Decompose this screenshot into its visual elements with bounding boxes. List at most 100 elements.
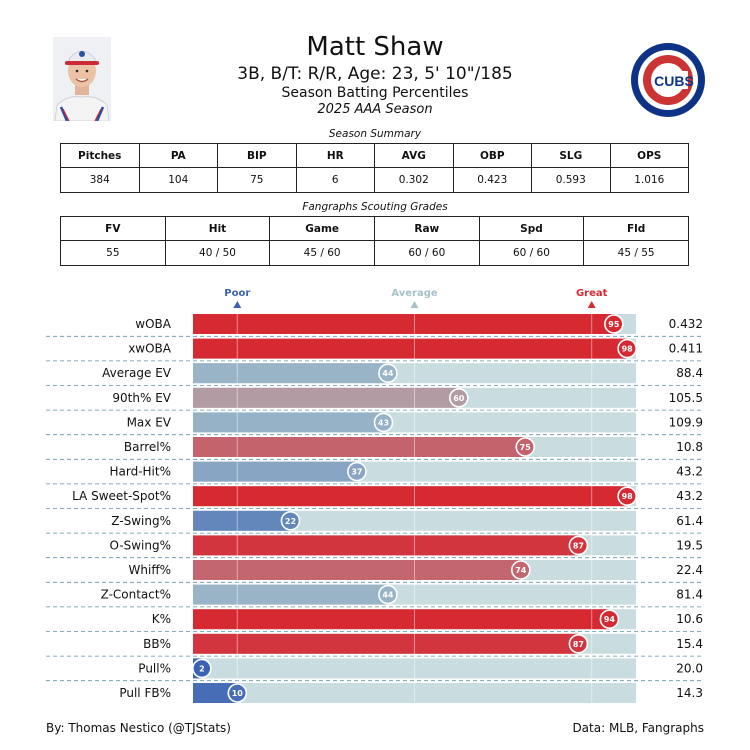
percentile-dot-barrel- (515, 437, 536, 457)
percentile-dot-whiff- (511, 560, 531, 580)
stat-value-k-: 10.6 (676, 612, 703, 626)
scouting-grades-table: FV Hit Game Raw Spd Fld 55 40 / 50 45 / 60 60 / … (60, 216, 689, 266)
stat-value-o-swing-: 19.5 (676, 538, 703, 552)
stat-value-xwoba: 0.411 (669, 342, 703, 356)
team-logo: CUBS (631, 43, 705, 117)
player-headshot (53, 37, 111, 121)
percentile-dot-bb- (568, 633, 589, 654)
credit-label: By: Thomas Nestico (@TJStats) (46, 721, 231, 735)
summary-value-0: 384 (60, 167, 140, 193)
summary-header-6: SLG (531, 143, 611, 168)
percentile-dot-max-ev (373, 412, 394, 433)
percentile-dot-k- (599, 609, 620, 630)
bar-whiff- (193, 560, 521, 580)
summary-value-2: 75 (217, 167, 297, 193)
chart-title: Season Batting Percentiles (281, 85, 469, 101)
label-pull-fb-: Pull FB% (119, 686, 171, 700)
stat-value-barrel-: 10.8 (676, 440, 703, 454)
stat-value-average-ev: 88.4 (676, 366, 703, 380)
bar-la-sweet-spot- (193, 486, 628, 507)
summary-header-3: HR (295, 143, 375, 168)
percentile-dot-average-ev (378, 363, 398, 384)
scout-value-4: 60 / 60 (478, 240, 585, 266)
marker-label-poor: Poor (224, 288, 250, 299)
label-xwoba: xwOBA (128, 342, 172, 356)
scout-header-3: Raw (373, 216, 480, 241)
summary-value-3: 6 (295, 167, 375, 193)
scout-header-4: Spd (478, 216, 585, 241)
bar-bb- (193, 633, 579, 654)
summary-value-1: 104 (138, 167, 218, 193)
summary-value-4: 0.302 (374, 167, 454, 193)
label-pull-: Pull% (138, 661, 171, 675)
track-pull-fb- (193, 683, 636, 703)
label-max-ev: Max EV (127, 415, 172, 429)
label-bb-: BB% (143, 637, 171, 651)
stat-value-max-ev: 109.9 (669, 415, 703, 429)
label-la-sweet-spot-: LA Sweet-Spot% (72, 489, 171, 503)
player-name: Matt Shaw (306, 32, 444, 62)
percentile-dot-90th-ev (448, 387, 469, 408)
stat-value-z-contact-: 81.4 (676, 588, 703, 602)
percentile-label-xwoba: 98 (622, 345, 634, 354)
stat-value-hard-hit-: 43.2 (676, 465, 703, 479)
bar-k- (193, 609, 610, 630)
percentile-dot-la-sweet-spot- (617, 486, 637, 507)
percentile-dot-o-swing- (568, 535, 589, 556)
marker-label-average: Average (391, 288, 438, 299)
summary-header-5: OBP (452, 143, 532, 168)
label-k-: K% (152, 612, 171, 626)
label-woba: wOBA (135, 317, 171, 331)
stat-value-z-swing-: 61.4 (676, 514, 703, 528)
percentile-label-bb-: 87 (573, 640, 584, 649)
percentile-dot-pull-fb- (227, 683, 248, 703)
marker-arrow-poor (233, 301, 242, 308)
stat-value-bb-: 15.4 (676, 637, 703, 651)
label-z-contact-: Z-Contact% (101, 588, 171, 602)
season-summary-caption: Season Summary (328, 128, 422, 140)
label-z-swing-: Z-Swing% (111, 514, 171, 528)
summary-header-1: PA (138, 143, 218, 168)
summary-header-4: AVG (374, 143, 454, 168)
percentile-dot-z-swing- (280, 510, 301, 531)
percentile-label-max-ev: 43 (378, 418, 389, 427)
stat-value-pull-: 20.0 (676, 661, 703, 675)
bar-woba (193, 314, 614, 334)
marker-label-great: Great (576, 288, 608, 299)
stat-value-whiff-: 22.4 (676, 563, 703, 577)
percentile-dot-woba (604, 314, 624, 334)
percentile-dot-z-contact- (378, 584, 398, 605)
percentile-label-k-: 94 (604, 615, 616, 624)
bar-pull-fb- (193, 683, 238, 703)
percentile-label-la-sweet-spot-: 98 (622, 492, 634, 501)
label-barrel-: Barrel% (124, 440, 171, 454)
bar-hard-hit- (193, 461, 357, 482)
percentile-label-whiff-: 74 (515, 566, 527, 575)
stat-value-pull-fb-: 14.3 (676, 686, 703, 700)
logo-lettering: CUBS (654, 73, 694, 89)
bar-barrel- (193, 437, 526, 457)
percentile-label-woba: 95 (608, 320, 620, 329)
marker-arrow-great (587, 301, 596, 308)
bar-z-swing- (193, 510, 291, 531)
scout-value-3: 60 / 60 (373, 240, 480, 266)
season-summary-table: Pitches PA BIP HR AVG OBP SLG OPS 384 104 75 6 0.30… (60, 143, 689, 193)
percentile-label-hard-hit-: 37 (351, 468, 362, 477)
summary-header-0: Pitches (60, 143, 140, 168)
percentile-label-average-ev: 44 (382, 369, 394, 378)
percentile-dot-xwoba (617, 338, 637, 359)
scouting-caption: Fangraphs Scouting Grades (302, 201, 448, 213)
marker-arrow-average (410, 301, 419, 308)
bar-90th-ev (193, 387, 459, 408)
scout-value-2: 45 / 60 (269, 240, 375, 266)
percentile-label-90th-ev: 60 (453, 394, 465, 403)
player-info: 3B, B/T: R/R, Age: 23, 5' 10"/185 (237, 64, 513, 84)
percentile-label-z-contact-: 44 (382, 591, 394, 600)
source-label: Data: MLB, Fangraphs (572, 721, 704, 735)
percentile-dot-hard-hit- (347, 461, 367, 482)
bar-average-ev (193, 363, 388, 384)
percentile-label-z-swing-: 22 (285, 517, 296, 526)
summary-value-5: 0.423 (452, 167, 532, 193)
bar-z-contact- (193, 584, 388, 605)
